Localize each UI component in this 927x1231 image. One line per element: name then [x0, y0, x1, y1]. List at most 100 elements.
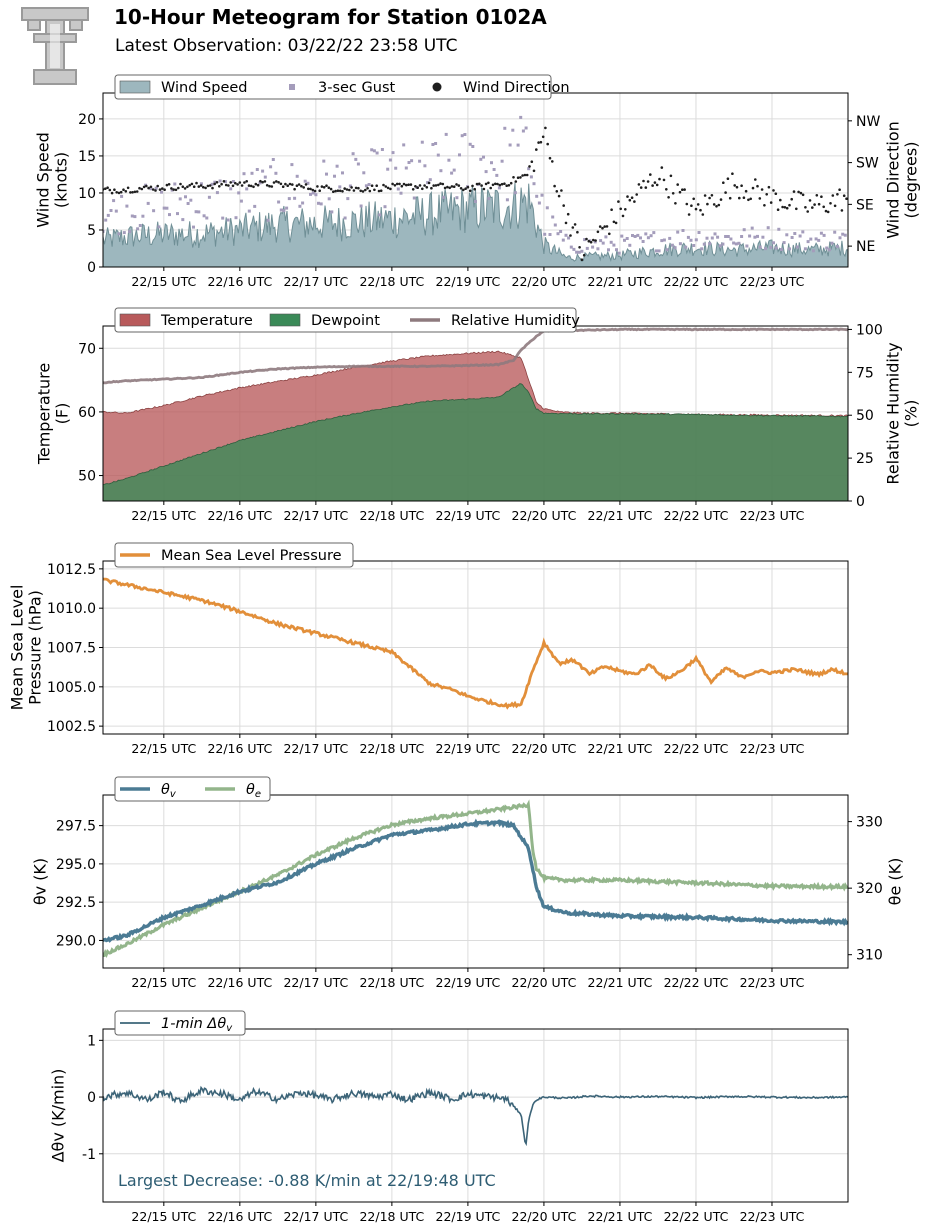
gust-point: [359, 204, 363, 208]
x-tick-label: 22/23 UTC: [740, 741, 805, 756]
gust-point: [798, 234, 802, 238]
wind-direction-point: [443, 186, 447, 190]
wind-direction-point: [785, 206, 789, 210]
wind-direction-point: [364, 188, 367, 192]
y-tick-label: 0: [87, 260, 96, 276]
wind-direction-point: [509, 181, 513, 185]
y-tick-label: 290.0: [56, 933, 96, 949]
wind-direction-point: [192, 185, 196, 188]
chart-panel-4: 22/15 UTC 22/16 UTC 22/17 UTC 22/18 UTC 22/1…: [31, 776, 905, 990]
wind-direction-point: [712, 203, 716, 206]
wind-direction-point: [165, 183, 169, 187]
gust-point: [705, 236, 709, 240]
wind-direction-point: [671, 192, 675, 195]
gust-point: [444, 132, 448, 136]
wind-direction-point: [138, 186, 141, 190]
wind-direction-point: [288, 182, 292, 186]
gust-point: [639, 236, 642, 240]
wind-direction-point: [395, 182, 399, 186]
wind-direction-point: [676, 183, 679, 186]
gust-point: [492, 168, 496, 171]
wind-direction-point: [183, 187, 187, 190]
wind-direction-point: [610, 208, 613, 211]
wind-direction-point: [270, 185, 274, 188]
wind-direction-point: [774, 192, 778, 195]
x-tick-label: 22/22 UTC: [664, 1209, 729, 1224]
gust-point: [750, 226, 754, 230]
gust-point: [192, 225, 195, 229]
legend-label: 1-min Δθv: [161, 1016, 233, 1034]
gust-point: [388, 158, 392, 162]
gust-point: [500, 159, 504, 163]
wind-direction-point: [621, 214, 625, 218]
wind-direction-point: [658, 177, 661, 181]
wind-direction-point: [268, 184, 271, 188]
gust-point: [271, 158, 275, 161]
wind-direction-point: [254, 182, 258, 186]
wind-direction-point: [653, 181, 657, 184]
wind-direction-point: [820, 195, 823, 198]
wind-direction-point: [231, 184, 235, 188]
gust-point: [692, 244, 696, 247]
gust-point: [668, 236, 672, 240]
gust-point: [173, 182, 177, 186]
gust-point: [657, 249, 661, 253]
gust-point: [250, 171, 254, 175]
wind-direction-point: [104, 187, 107, 190]
gust-point: [178, 197, 182, 201]
gust-point: [221, 216, 225, 220]
wind-direction-point: [243, 181, 246, 184]
x-tick-label: 22/17 UTC: [283, 741, 348, 756]
gust-point: [726, 235, 730, 238]
gust-point: [482, 155, 485, 159]
wind-direction-point: [596, 230, 600, 234]
gust-point: [122, 231, 126, 235]
gust-point: [210, 182, 214, 186]
gust-point: [734, 242, 738, 246]
wind-direction-point: [368, 189, 372, 193]
wind-direction-point: [578, 246, 581, 249]
gust-point: [615, 248, 618, 252]
gust-point: [513, 191, 517, 195]
wind-direction-point: [642, 179, 645, 183]
y-tick-label: 50: [78, 469, 96, 485]
wind-direction-point: [188, 184, 191, 187]
wind-direction-point: [738, 196, 741, 200]
gust-point: [673, 246, 677, 250]
wind-direction-point: [295, 184, 299, 187]
y-axis-label-line: Temperature: [34, 363, 53, 465]
gust-point: [109, 209, 113, 212]
gust-point: [827, 248, 831, 252]
gust-point: [207, 195, 211, 199]
wind-direction-point: [110, 191, 114, 195]
wind-direction-point: [300, 184, 303, 188]
wind-direction-point: [384, 185, 388, 188]
gust-point: [162, 206, 166, 210]
wind-direction-point: [594, 239, 597, 242]
wind-direction-point: [361, 190, 365, 193]
gust-point: [490, 161, 493, 165]
gust-point: [841, 232, 845, 236]
wind-direction-point: [234, 181, 237, 185]
wind-direction-point: [795, 207, 798, 211]
x-tick-label: 22/20 UTC: [512, 741, 577, 756]
wind-direction-point: [589, 240, 593, 244]
wind-direction-point: [644, 186, 648, 189]
wind-direction-point: [601, 226, 604, 230]
wind-direction-point: [754, 178, 757, 181]
gust-point: [194, 210, 198, 214]
gust-point: [218, 179, 222, 183]
wind-direction-point: [733, 184, 736, 187]
wind-direction-point: [628, 198, 632, 202]
wind-direction-point: [316, 185, 319, 188]
wind-direction-point: [685, 202, 689, 206]
gust-point: [527, 167, 531, 171]
y2-tick-label: NE: [856, 239, 875, 255]
gust-point: [774, 246, 778, 250]
gust-point: [689, 238, 693, 242]
gust-point: [718, 244, 722, 248]
gust-point: [460, 134, 464, 138]
gust-point: [333, 174, 336, 178]
wind-direction-point: [140, 187, 144, 191]
wind-direction-point: [411, 188, 415, 191]
